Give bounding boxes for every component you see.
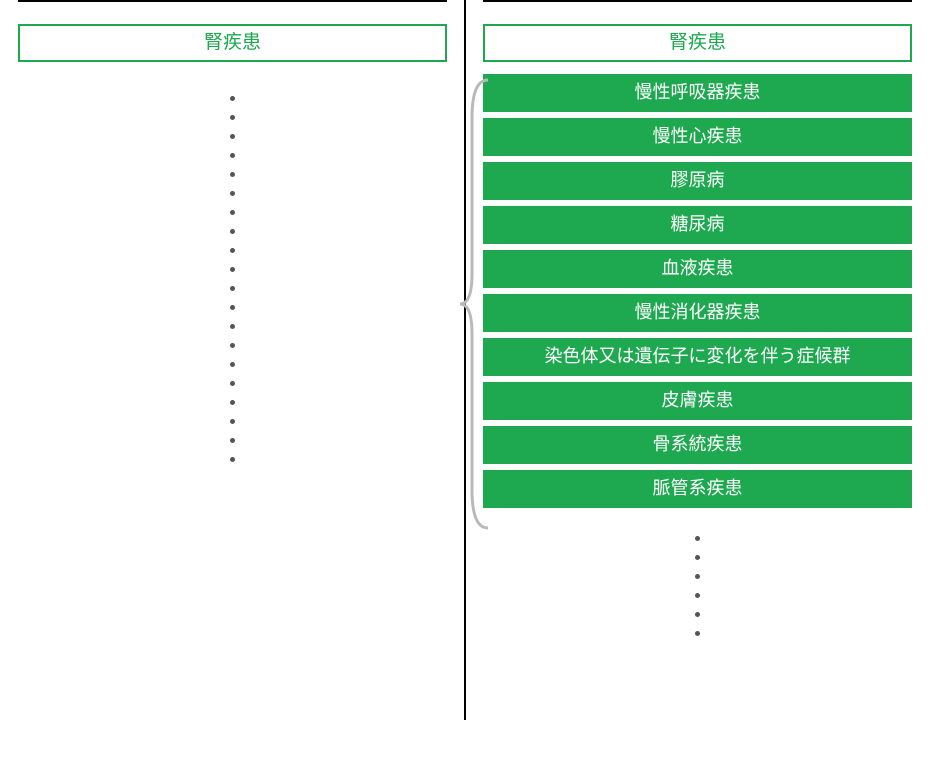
center-divider [464, 0, 466, 720]
category-pill: 糖尿病 [483, 206, 912, 244]
ellipsis-dot [230, 400, 235, 405]
ellipsis-dot [230, 362, 235, 367]
category-pill: 慢性心疾患 [483, 118, 912, 156]
category-pill: 骨系統疾患 [483, 426, 912, 464]
left-column: 腎疾患 [0, 0, 465, 636]
category-pill: 慢性消化器疾患 [483, 294, 912, 332]
category-pill: 脈管系疾患 [483, 470, 912, 508]
category-pill: 染色体又は遺伝子に変化を伴う症候群 [483, 338, 912, 376]
ellipsis-dot [695, 574, 700, 579]
ellipsis-dot [230, 381, 235, 386]
right-top-rule [483, 0, 912, 2]
ellipsis-dot [230, 96, 235, 101]
ellipsis-dot [230, 172, 235, 177]
columns-container: 腎疾患 腎疾患 慢性呼吸器疾患慢性心疾患膠原病糖尿病血液疾患慢性消化器疾患染色体… [0, 0, 930, 636]
category-pill: 血液疾患 [483, 250, 912, 288]
ellipsis-dot [230, 115, 235, 120]
ellipsis-dot [695, 612, 700, 617]
ellipsis-dot [230, 286, 235, 291]
ellipsis-dot [230, 324, 235, 329]
ellipsis-dot [695, 631, 700, 636]
right-column: 腎疾患 慢性呼吸器疾患慢性心疾患膠原病糖尿病血液疾患慢性消化器疾患染色体又は遺伝… [465, 0, 930, 636]
ellipsis-dot [230, 343, 235, 348]
ellipsis-dot [230, 419, 235, 424]
ellipsis-dot [695, 536, 700, 541]
ellipsis-dot [230, 134, 235, 139]
category-pill: 皮膚疾患 [483, 382, 912, 420]
ellipsis-dot [695, 555, 700, 560]
right-dots [695, 536, 700, 636]
ellipsis-dot [230, 153, 235, 158]
ellipsis-dot [230, 229, 235, 234]
ellipsis-dot [230, 457, 235, 462]
right-pill-list: 慢性呼吸器疾患慢性心疾患膠原病糖尿病血液疾患慢性消化器疾患染色体又は遺伝子に変化… [483, 74, 912, 514]
ellipsis-dot [230, 210, 235, 215]
ellipsis-dot [230, 305, 235, 310]
ellipsis-dot [230, 248, 235, 253]
ellipsis-dot [230, 191, 235, 196]
ellipsis-dot [695, 593, 700, 598]
ellipsis-dot [230, 267, 235, 272]
category-pill: 膠原病 [483, 162, 912, 200]
left-header-box: 腎疾患 [18, 24, 447, 62]
right-header-box: 腎疾患 [483, 24, 912, 62]
left-top-rule [18, 0, 447, 2]
left-dots [230, 96, 235, 462]
ellipsis-dot [230, 438, 235, 443]
category-pill: 慢性呼吸器疾患 [483, 74, 912, 112]
